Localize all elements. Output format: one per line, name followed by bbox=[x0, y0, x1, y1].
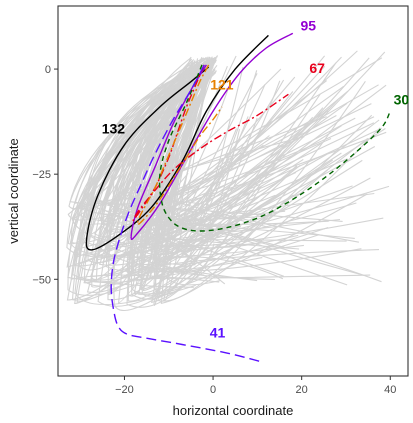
background-trajectory bbox=[76, 69, 341, 259]
background-trajectory bbox=[105, 68, 332, 231]
plot-panel-border bbox=[57, 5, 409, 377]
y-axis-title: vertical coordinate bbox=[6, 138, 21, 244]
curve-labels: 132 95 67 121 30 41 bbox=[102, 18, 410, 341]
background-trajectory bbox=[153, 67, 211, 306]
x-axis-title: horizontal coordinate bbox=[173, 403, 294, 418]
series-line-132 bbox=[85, 34, 269, 251]
series-line-41 bbox=[110, 64, 260, 362]
background-trajectory bbox=[74, 70, 196, 306]
background-trajectory bbox=[74, 62, 343, 222]
highlighted-series-layer bbox=[85, 32, 391, 362]
background-trajectory bbox=[80, 57, 383, 210]
series-line-95 bbox=[130, 32, 294, 240]
background-trajectory bbox=[125, 69, 348, 236]
background-trajectory bbox=[99, 65, 379, 222]
background-trajectory bbox=[140, 61, 321, 297]
series-label-132: 132 bbox=[102, 121, 126, 137]
axis-ticks: −20 0 20 40 −50 −25 0 bbox=[32, 64, 396, 396]
y-tick-label: −25 bbox=[32, 169, 51, 181]
background-trajectory bbox=[67, 62, 363, 296]
background-trajectory bbox=[71, 60, 220, 247]
background-trajectory bbox=[78, 65, 326, 271]
background-trajectory bbox=[106, 68, 357, 249]
series-label-67: 67 bbox=[309, 60, 325, 76]
background-trajectory bbox=[165, 70, 284, 280]
background-trajectory bbox=[98, 68, 301, 266]
background-trajectory bbox=[87, 58, 327, 264]
x-tick-label: −20 bbox=[115, 384, 134, 396]
x-tick-label: 20 bbox=[296, 384, 308, 396]
background-trajectory bbox=[67, 63, 201, 245]
series-label-121: 121 bbox=[210, 77, 234, 93]
background-trajectory bbox=[127, 68, 369, 302]
series-label-41: 41 bbox=[210, 325, 226, 341]
x-tick-label: 40 bbox=[384, 384, 396, 396]
series-label-95: 95 bbox=[301, 18, 317, 34]
background-trajectory bbox=[153, 65, 241, 295]
background-trajectory bbox=[75, 59, 276, 221]
background-trajectory bbox=[120, 60, 337, 208]
x-tick-label: 0 bbox=[210, 384, 216, 396]
series-line-67 bbox=[132, 64, 289, 222]
background-trajectory bbox=[74, 65, 387, 305]
series-line-121 bbox=[136, 64, 223, 226]
y-tick-label: 0 bbox=[45, 64, 51, 76]
background-trajectory bbox=[138, 63, 368, 295]
series-label-30: 30 bbox=[394, 91, 410, 107]
series-line-30 bbox=[158, 64, 391, 232]
y-tick-label: −50 bbox=[32, 274, 51, 286]
background-trajectory bbox=[86, 51, 386, 293]
